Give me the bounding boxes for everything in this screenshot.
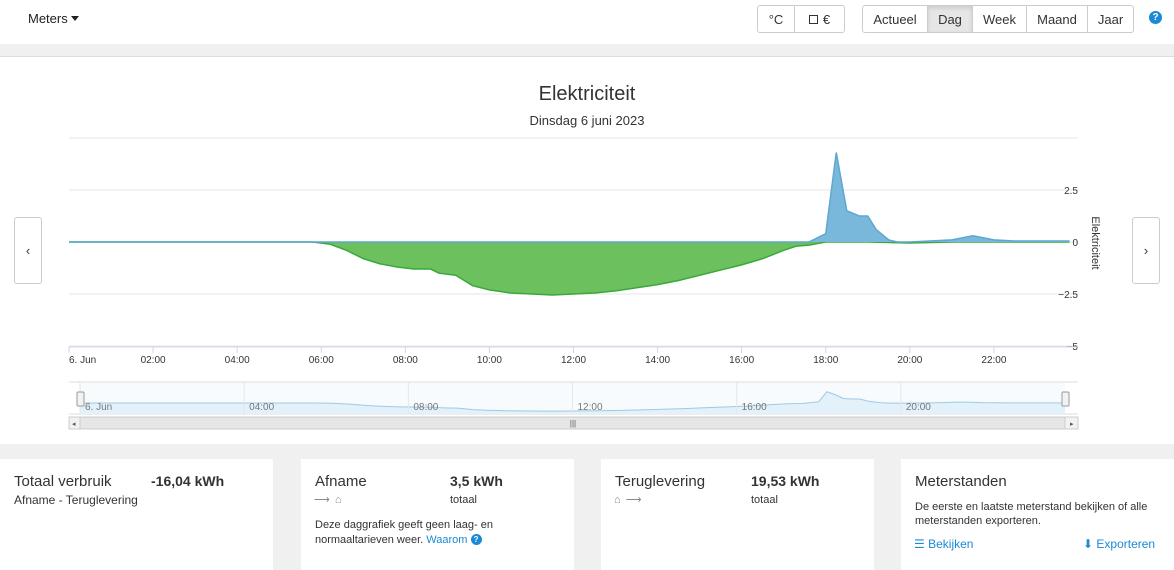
arrow-to-home-icon: ⟶ ⌂ (314, 494, 343, 506)
navigator[interactable]: 6. Jun 04:00 08:00 12:00 16:00 20:00 ||| ◂ ▸ (68, 381, 1079, 430)
prev-day-button[interactable]: ‹ (14, 217, 42, 284)
electricity-chart: Elektriciteit Dinsdag 6 juni 2023 2.5 0 −2… (68, 83, 1101, 430)
card-title: Totaal verbruik (14, 473, 112, 490)
navigator-label: 08:00 (413, 402, 438, 413)
chart-panel: ‹ › Elektriciteit Dinsdag 6 juni 2023 2.… (0, 56, 1174, 444)
scroll-right-icon: ▸ (1070, 421, 1074, 428)
x-tick-label: 12:00 (561, 355, 586, 366)
x-tick-label: 10:00 (477, 355, 502, 366)
top-toolbar: Meters °C € Actueel Dag Week Maand Jaar … (0, 0, 1174, 44)
home-to-grid-icon: ⌂ ⟶ (614, 494, 643, 506)
card-title: Meterstanden (915, 473, 1007, 490)
x-tick-label: 6. Jun (69, 355, 96, 366)
chart-title: Elektriciteit (539, 83, 636, 105)
meterstanden-desc-2: meterstanden exporteren. (915, 515, 1041, 527)
x-tick-label: 08:00 (393, 355, 418, 366)
scrollbar-thumb (79, 416, 1066, 430)
checkbox-icon (808, 14, 818, 24)
x-tick-label: 04:00 (225, 355, 250, 366)
next-day-button[interactable]: › (1132, 217, 1160, 284)
meterstanden-desc-1: De eerste en laatste meterstand bekijken… (915, 501, 1148, 513)
period-label: Maand (1037, 11, 1077, 27)
series-line (69, 152, 1070, 243)
card-totaal-verbruik: Totaal verbruik -16,04 kWh Afname - Teru… (0, 459, 273, 570)
help-icon[interactable]: ? (1149, 11, 1162, 24)
card-meterstanden: Meterstanden De eerste en laatste meters… (901, 459, 1174, 570)
afname-desc-2: normaaltarieven weer. (315, 534, 424, 546)
euro-label: € (822, 11, 831, 27)
afname-value: 3,5 kWh (450, 473, 503, 489)
series-line (69, 241, 1070, 296)
period-label: Jaar (1097, 11, 1124, 27)
euro-button[interactable]: € (794, 5, 845, 33)
navigator-handle (76, 391, 85, 407)
navigator-area (80, 391, 1065, 414)
period-label: Dag (938, 11, 962, 27)
scrollbar-grip-icon: ||| (570, 419, 576, 428)
x-tick-label: 02:00 (141, 355, 166, 366)
afname-desc-1: Deze daggrafiek geeft geen laag- en (315, 519, 493, 531)
period-label: Actueel (873, 11, 917, 27)
period-jaar-button[interactable]: Jaar (1087, 5, 1134, 33)
afname-desc-line-2: normaaltarieven weer. Waarom ? (315, 533, 482, 548)
chevron-right-icon: › (1143, 243, 1149, 258)
x-tick-label: 14:00 (645, 355, 670, 366)
card-title: Afname (315, 473, 367, 490)
period-button-group: Actueel Dag Week Maand Jaar (862, 5, 1134, 33)
x-tick-label: 06:00 (309, 355, 334, 366)
y-tick-label: −2.5 (1058, 290, 1078, 301)
totaal-sub: Afname - Teruglevering (14, 493, 138, 507)
navigator-label: 20:00 (906, 402, 931, 413)
y-tick-label: 0 (1072, 238, 1078, 249)
navigator-label: 6. Jun (85, 402, 112, 413)
unit-toggle-group: °C € (757, 5, 845, 33)
bekijken-link[interactable]: ☰ Bekijken (914, 537, 973, 551)
series-area (69, 242, 1070, 296)
celsius-label: °C (768, 11, 784, 27)
download-icon: ⬇ (1083, 537, 1094, 551)
afname-unit: totaal (450, 494, 477, 506)
card-title: Teruglevering (615, 473, 706, 490)
series-areas (69, 152, 1070, 296)
y-axis-label: Elektriciteit (1089, 216, 1101, 269)
card-teruglevering: Teruglevering 19,53 kWh ⌂ ⟶ totaal (601, 459, 874, 570)
series-area (69, 152, 1070, 242)
help-icon[interactable]: ? (470, 534, 482, 545)
chevron-left-icon: ‹ (25, 243, 31, 258)
navigator-handle (1061, 391, 1070, 407)
exporteren-label: Exporteren (1096, 537, 1156, 551)
teruglevering-value: 19,53 kWh (751, 473, 820, 489)
y-tick-label: 2.5 (1064, 186, 1078, 197)
card-afname: Afname 3,5 kWh ⟶ ⌂ totaal Deze daggrafie… (301, 459, 574, 570)
exporteren-link[interactable]: ⬇ Exporteren (1083, 537, 1155, 551)
period-maand-button[interactable]: Maand (1026, 5, 1088, 33)
x-tick-label: 16:00 (729, 355, 754, 366)
period-dag-button[interactable]: Dag (927, 5, 973, 33)
period-week-button[interactable]: Week (972, 5, 1027, 33)
scroll-left-icon: ◂ (72, 421, 76, 428)
teruglevering-unit: totaal (751, 494, 778, 506)
navigator-label: 12:00 (578, 402, 603, 413)
period-actueel-button[interactable]: Actueel (862, 5, 928, 33)
caret-down-icon (70, 16, 79, 21)
chart-subtitle: Dinsdag 6 juni 2023 (530, 113, 645, 128)
axis-ticks: 2.50−2.5−56. Jun 02:00 04:00 06:00 08:00 10:0… (68, 186, 1078, 366)
x-tick-label: 20:00 (897, 355, 922, 366)
navigator-label: 16:00 (742, 402, 767, 413)
totaal-value: -16,04 kWh (151, 473, 225, 489)
celsius-button[interactable]: °C (757, 5, 795, 33)
navigator-label: 04:00 (249, 402, 274, 413)
x-tick-label: 22:00 (981, 355, 1006, 366)
waarom-link[interactable]: Waarom (426, 534, 468, 546)
meters-label: Meters (28, 11, 68, 26)
x-tick-label: 18:00 (813, 355, 838, 366)
bekijken-label: Bekijken (928, 537, 974, 551)
meters-dropdown[interactable]: Meters (28, 11, 79, 26)
period-label: Week (983, 11, 1016, 27)
list-icon: ☰ (914, 537, 925, 551)
